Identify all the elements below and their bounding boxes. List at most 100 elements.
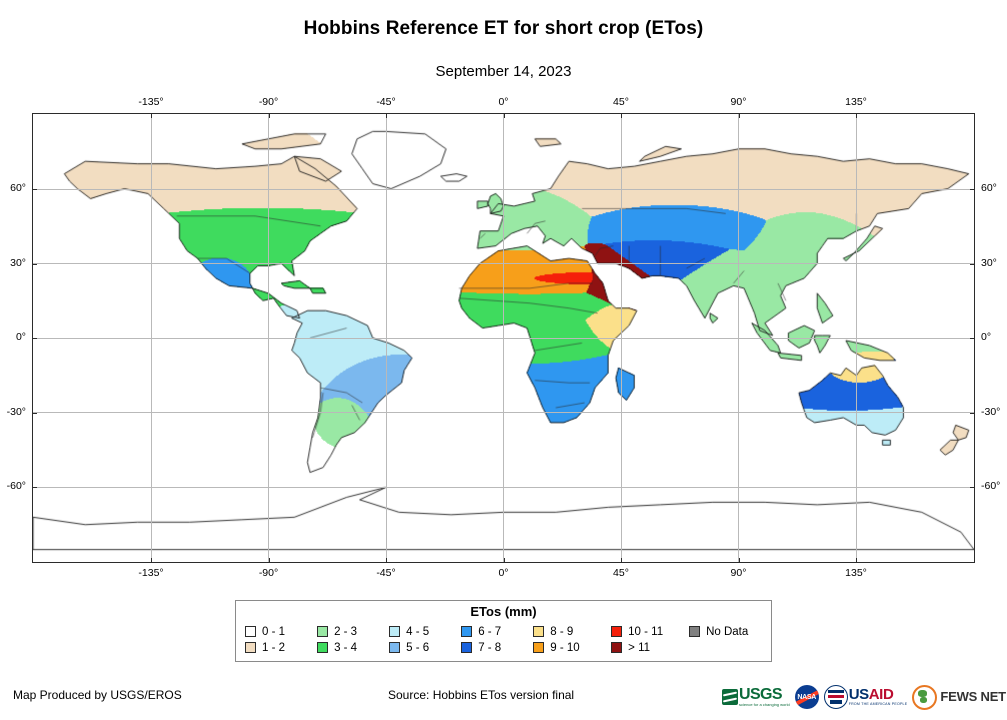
legend-label: 1 - 2 (262, 641, 286, 654)
legend-label: > 11 (628, 641, 651, 654)
footer-source: Source: Hobbins ETos version final (388, 688, 575, 702)
legend-swatch (245, 626, 256, 637)
legend-label: 9 - 10 (550, 641, 580, 654)
legend-column: No Data (689, 625, 767, 654)
legend-item: 10 - 11 (611, 625, 689, 638)
legend-swatch (317, 642, 329, 653)
usaid-logo-text: USAID (848, 685, 894, 703)
x-axis-label-top: 135° (845, 96, 867, 108)
gridline-parallel (33, 188, 974, 190)
legend-swatch (689, 626, 701, 637)
legend-swatch (533, 642, 545, 653)
y-tick-right (970, 189, 975, 190)
x-axis-label-bottom: 0° (498, 567, 509, 579)
y-axis-label-left: 60° (10, 182, 26, 194)
legend-item: 4 - 5 (389, 625, 461, 638)
y-tick-left (32, 412, 37, 414)
y-axis-label-left: 30° (10, 256, 26, 269)
usgs-logo-text: USGS (739, 686, 783, 703)
nasa-logo-text: NASA (797, 693, 817, 701)
x-axis-label-bottom: 90° (730, 567, 747, 579)
legend-column: 10 - 11 > 11 (611, 625, 689, 654)
legend-label: 5 - 6 (406, 641, 430, 654)
legend-swatch (389, 626, 401, 637)
usaid-logo: USAID FROM THE AMERICAN PEOPLE (823, 684, 908, 710)
x-tick-bottom (151, 558, 152, 563)
x-axis-label-bottom: -45° (376, 567, 396, 579)
legend-swatch (461, 642, 473, 653)
gridline-parallel (33, 412, 974, 413)
y-axis-label-left: -30° (6, 405, 26, 418)
legend-item: 8 - 9 (533, 625, 611, 638)
y-axis-label-right: 30° (981, 256, 997, 269)
legend-column: 6 - 7 7 - 8 (461, 625, 533, 654)
legend-entries: 0 - 1 1 - 2 2 - 3 3 - 4 4 - 5 5 - 6 6 - 7 7 - 8… (245, 625, 767, 654)
y-tick-left (32, 338, 37, 339)
y-tick-right (970, 487, 975, 488)
x-axis-label-bottom: 45° (613, 567, 629, 579)
fews-net-logo-text: FEWS NET (940, 689, 1006, 704)
page-title: Hobbins Reference ET for short crop (ETo… (303, 18, 704, 39)
usaid-seal-icon (823, 685, 848, 709)
y-axis-label-right: 0° (981, 331, 992, 343)
legend-item: > 11 (611, 641, 689, 654)
legend-column: 2 - 3 3 - 4 (317, 625, 389, 654)
legend-item: 9 - 10 (533, 641, 611, 654)
x-tick-top (856, 113, 857, 118)
x-tick-top (503, 113, 505, 118)
legend-label: 2 - 3 (334, 625, 358, 638)
x-axis-label-top: 90° (730, 96, 747, 108)
x-axis-label-top: 45° (613, 96, 629, 108)
gridline-parallel (33, 486, 974, 488)
x-axis-label-top: -45° (376, 96, 396, 108)
legend-swatch (533, 626, 545, 637)
y-axis-label-right: -60° (981, 480, 1001, 492)
legend-label: 6 - 7 (478, 625, 502, 638)
x-axis-label-bottom: 135° (845, 567, 867, 579)
legend-item: 5 - 6 (389, 641, 461, 654)
y-tick-left (32, 189, 37, 190)
usgs-logo: USGS science for a changing world (722, 684, 790, 710)
legend-column: 0 - 1 1 - 2 (245, 625, 317, 654)
usgs-logo-tagline: science for a changing world (739, 702, 790, 707)
legend-column: 8 - 9 9 - 10 (533, 625, 611, 654)
x-axis-label-bottom: -90° (258, 567, 279, 579)
legend-label: 10 - 11 (628, 625, 664, 638)
x-axis-label-bottom: -135° (138, 567, 164, 579)
x-tick-bottom (386, 558, 387, 563)
x-axis-label-top: -135° (138, 96, 164, 108)
legend-label: 8 - 9 (550, 625, 574, 638)
y-axis-label-right: -30° (981, 405, 1001, 418)
legend-item: 0 - 1 (245, 625, 317, 638)
legend-label: 4 - 5 (406, 625, 430, 638)
x-tick-top (268, 113, 270, 118)
gridline-parallel (33, 263, 974, 264)
legend-item: 6 - 7 (461, 625, 533, 638)
x-tick-bottom (856, 558, 857, 563)
x-tick-bottom (268, 558, 270, 563)
fews-globe-icon (912, 684, 938, 710)
y-tick-right (970, 412, 975, 414)
nasa-meatball-icon: NASA (794, 685, 819, 709)
legend-label: 7 - 8 (478, 641, 502, 654)
page-subtitle-date: September 14, 2023 (435, 63, 572, 80)
x-axis-label-top: 0° (498, 96, 509, 108)
legend-swatch (245, 642, 256, 653)
x-axis-label-top: -90° (258, 96, 279, 108)
fews-net-logo: FEWS NET (912, 684, 1006, 710)
map-plot-area[interactable] (32, 113, 975, 563)
legend-item: 2 - 3 (317, 625, 389, 638)
legend-label: 3 - 4 (334, 641, 358, 654)
x-tick-top (621, 113, 622, 118)
legend-swatch (461, 626, 473, 637)
legend-swatch (611, 642, 623, 653)
legend-swatch (611, 626, 623, 637)
y-axis-label-left: -60° (6, 480, 26, 492)
y-tick-left (32, 263, 37, 265)
y-tick-left (32, 487, 37, 488)
usaid-logo-tagline: FROM THE AMERICAN PEOPLE (848, 701, 908, 706)
legend-swatch (389, 642, 401, 653)
y-axis-label-right: 60° (981, 182, 997, 194)
legend-item: 1 - 2 (245, 641, 317, 654)
y-tick-right (970, 338, 975, 339)
